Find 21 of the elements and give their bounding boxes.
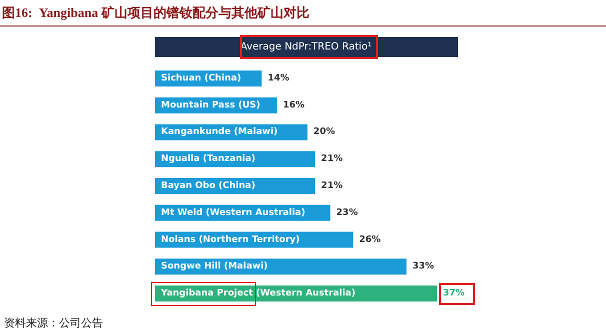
data-label: 33% bbox=[412, 262, 434, 272]
y-tick-label: Bayan Obo (China) bbox=[161, 181, 256, 191]
data-label: 20% bbox=[313, 127, 335, 138]
data-label: 23% bbox=[336, 208, 358, 218]
y-tick-label: Mt Weld (Western Australia) bbox=[161, 208, 306, 218]
chart-title: 图16: Yangibana 矿山项目的镨钕配分与其他矿山对比 bbox=[2, 5, 310, 20]
y-tick-label: Kangankunde (Malawi) bbox=[161, 127, 278, 138]
chart-subtitle: Average NdPr:TREO Ratio¹ bbox=[240, 42, 372, 52]
y-tick-label: Sichuan (China) bbox=[161, 73, 242, 84]
data-label: 16% bbox=[282, 100, 304, 110]
y-tick-label: Yangibana Project (Western Australia) bbox=[160, 288, 356, 299]
text: 资料来源：公司公告 bbox=[4, 316, 103, 330]
y-tick-label: Ngualla (Tanzania) bbox=[161, 154, 256, 164]
data-label: 37% bbox=[443, 288, 465, 299]
y-tick-label: Mountain Pass (US) bbox=[161, 100, 260, 110]
y-tick-label: Songwe Hill (Malawi) bbox=[161, 262, 268, 272]
data-label: 21% bbox=[321, 154, 343, 164]
y-tick-label: Nolans (Northern Territory) bbox=[161, 234, 300, 245]
data-label: 21% bbox=[321, 181, 343, 191]
data-label: 26% bbox=[359, 234, 381, 245]
data-label: 14% bbox=[268, 73, 290, 84]
